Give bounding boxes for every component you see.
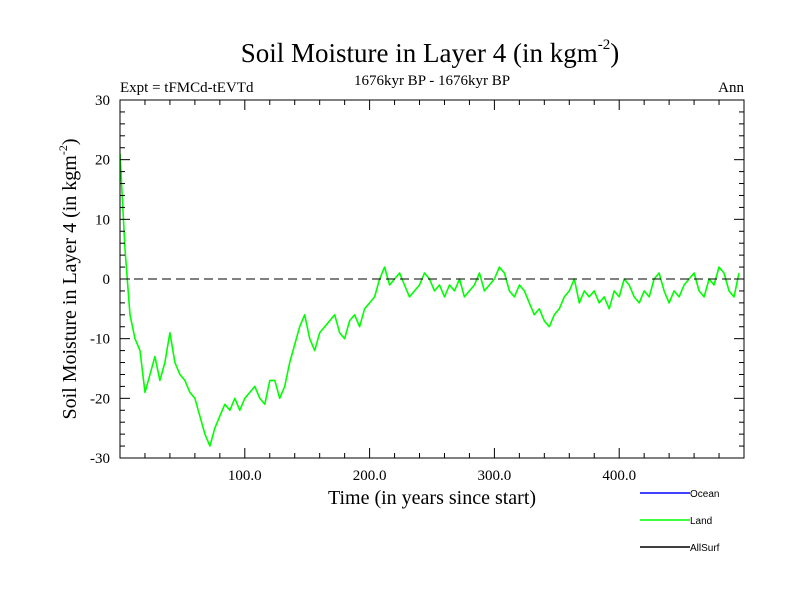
y-axis-label-superscript: -2 (56, 145, 70, 155)
chart-subtitle-right: Ann (718, 80, 744, 96)
chart-subtitle-left: Expt = tFMCd-tEVTd (120, 80, 254, 96)
y-tick-label: 0 (103, 272, 111, 288)
legend-label-land: Land (690, 516, 712, 527)
y-tick-label: 20 (95, 153, 110, 169)
y-tick-label: -10 (90, 332, 110, 348)
chart-title-close: ) (610, 38, 619, 68)
y-axis-tick-labels: -30 -20 -10 0 10 20 30 (90, 93, 110, 467)
chart-subtitle-center: 1676kyr BP - 1676kyr BP (354, 73, 510, 89)
chart-title-superscript: -2 (598, 37, 611, 53)
x-tick-label: 200.0 (353, 468, 387, 484)
y-tick-label: 10 (95, 212, 110, 228)
y-axis-label-close: ) (59, 138, 81, 145)
y-tick-label: 30 (95, 93, 110, 109)
legend-label-ocean: Ocean (690, 489, 719, 500)
y-tick-label: -20 (90, 391, 110, 407)
axis-ticks (120, 100, 744, 458)
series-line-land (120, 153, 740, 447)
legend: Ocean Land AllSurf (640, 489, 720, 554)
y-tick-label: -30 (90, 451, 110, 467)
chart-title: Soil Moisture in Layer 4 (in kgm-2) (241, 37, 619, 68)
plot-series (120, 153, 740, 447)
x-tick-label: 300.0 (478, 468, 512, 484)
y-axis-label: Soil Moisture in Layer 4 (in kgm-2) (56, 138, 81, 419)
x-tick-label: 100.0 (228, 468, 262, 484)
x-axis-label: Time (in years since start) (328, 487, 536, 509)
x-tick-label: 400.0 (602, 468, 636, 484)
x-axis-tick-labels: 100.0 200.0 300.0 400.0 (228, 468, 636, 484)
legend-label-allsurf: AllSurf (690, 543, 720, 554)
